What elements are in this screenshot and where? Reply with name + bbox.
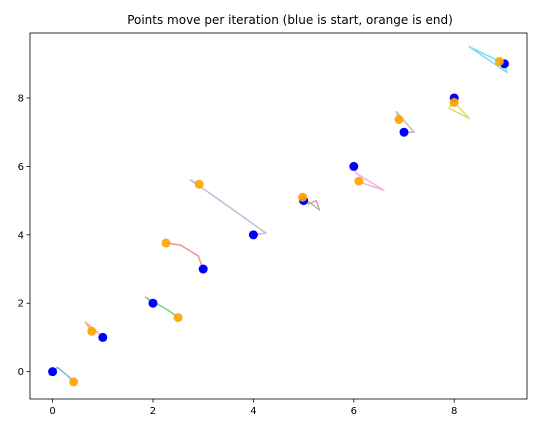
- start-point-0: [48, 367, 58, 377]
- chart-title: Points move per iteration (blue is start…: [127, 13, 453, 27]
- movement-paths: [52, 45, 508, 383]
- y-tick-label: 4: [18, 230, 24, 241]
- y-tick-label: 6: [18, 162, 24, 173]
- start-point-1: [98, 332, 108, 342]
- x-tick-label: 2: [150, 406, 156, 417]
- start-point-7: [399, 127, 409, 137]
- end-point-0: [69, 377, 79, 387]
- start-point-6: [349, 161, 359, 171]
- y-tick-label: 8: [18, 93, 24, 104]
- start-point-4: [248, 230, 258, 240]
- end-point-6: [354, 176, 364, 186]
- end-point-3: [161, 238, 171, 248]
- end-point-4: [194, 179, 204, 189]
- x-tick-label: 0: [49, 406, 55, 417]
- y-tick-label: 0: [18, 367, 24, 378]
- end-point-9: [494, 56, 504, 66]
- end-point-2: [173, 313, 183, 323]
- x-tick-label: 4: [250, 406, 256, 417]
- movement-path-1: [84, 321, 104, 338]
- start-point-3: [198, 264, 208, 274]
- end-point-5: [298, 192, 308, 202]
- axis-ticks: 0 2 4 6 8 0 2 4 6 8: [18, 93, 458, 417]
- movement-path-4: [189, 179, 267, 236]
- end-point-8: [449, 97, 459, 107]
- start-point-2: [148, 298, 158, 308]
- x-tick-label: 6: [351, 406, 357, 417]
- end-point-7: [394, 115, 404, 125]
- data-points: [48, 56, 509, 387]
- y-tick-label: 2: [18, 299, 24, 310]
- x-tick-label: 8: [451, 406, 457, 417]
- plot-area-frame: [29, 32, 528, 400]
- end-point-1: [87, 326, 97, 336]
- movement-path-3: [165, 242, 204, 270]
